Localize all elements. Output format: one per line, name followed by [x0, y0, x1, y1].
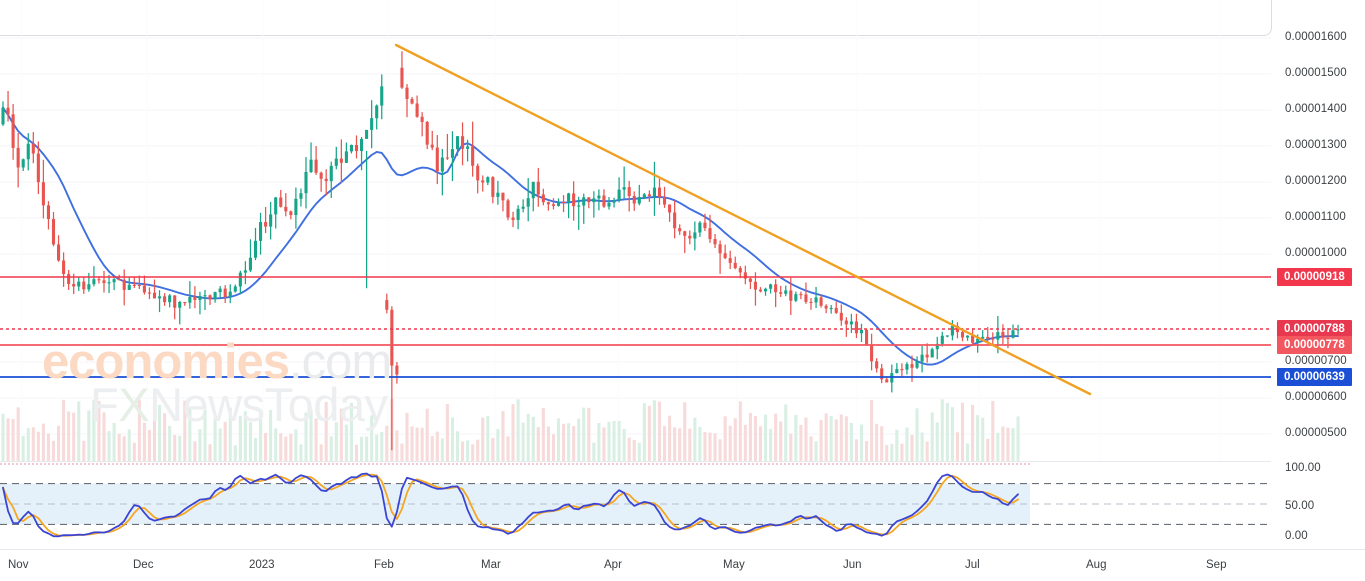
time-axis-tick: Nov: [8, 559, 29, 571]
time-axis-tick: Feb: [374, 559, 394, 571]
time-axis-tick: Jul: [965, 559, 980, 571]
price-axis-tick: 0.00000600: [1285, 391, 1347, 403]
indicator-axis-tick: 50.00: [1285, 500, 1315, 512]
time-axis-tick: Dec: [133, 559, 154, 571]
time-axis-tick: Sep: [1206, 559, 1227, 571]
price-axis-tick: 0.00001000: [1285, 247, 1347, 259]
support-badge[interactable]: 0.00000639: [1277, 368, 1352, 386]
price-axis-tick: 0.00001100: [1285, 211, 1346, 223]
price-axis-tick: 0.00001200: [1285, 175, 1347, 187]
price-axis-tick: 0.00001400: [1285, 103, 1347, 115]
price-axis-tick: 0.00001300: [1285, 139, 1347, 151]
time-axis[interactable]: Nov Dec 2023 Feb Mar Apr May Jun Jul Aug Sep: [0, 549, 1365, 581]
stochastic-indicator-panel[interactable]: [0, 461, 1271, 549]
time-axis-tick: May: [723, 559, 745, 571]
price-chart-svg: [0, 37, 1271, 461]
upper-pivot-badge[interactable]: 0.00000788: [1277, 320, 1352, 338]
time-axis-tick: Jun: [843, 559, 862, 571]
price-axis-tick: 0.00001600: [1285, 31, 1347, 43]
time-axis-tick: Aug: [1086, 559, 1107, 571]
price-axis-tick: 0.00000500: [1285, 427, 1347, 439]
stochastic-svg: [0, 463, 1271, 538]
price-axis-tick: 0.00000700: [1285, 355, 1347, 367]
time-axis-tick: Apr: [604, 559, 622, 571]
indicator-axis-tick: 100.00: [1285, 462, 1321, 474]
price-axis-tick: 0.00001500: [1285, 67, 1347, 79]
price-axis[interactable]: 0.00001600 0.00001500 0.00001400 0.00001300…: [1271, 0, 1365, 549]
indicator-axis-tick: 0.00: [1285, 530, 1308, 542]
resistance-badge[interactable]: 0.00000918: [1277, 268, 1352, 286]
time-axis-tick: 2023: [249, 559, 275, 571]
current-price-badge[interactable]: 0.00000778: [1277, 336, 1352, 354]
time-axis-tick: Mar: [481, 559, 501, 571]
price-chart-panel[interactable]: [0, 0, 1271, 461]
